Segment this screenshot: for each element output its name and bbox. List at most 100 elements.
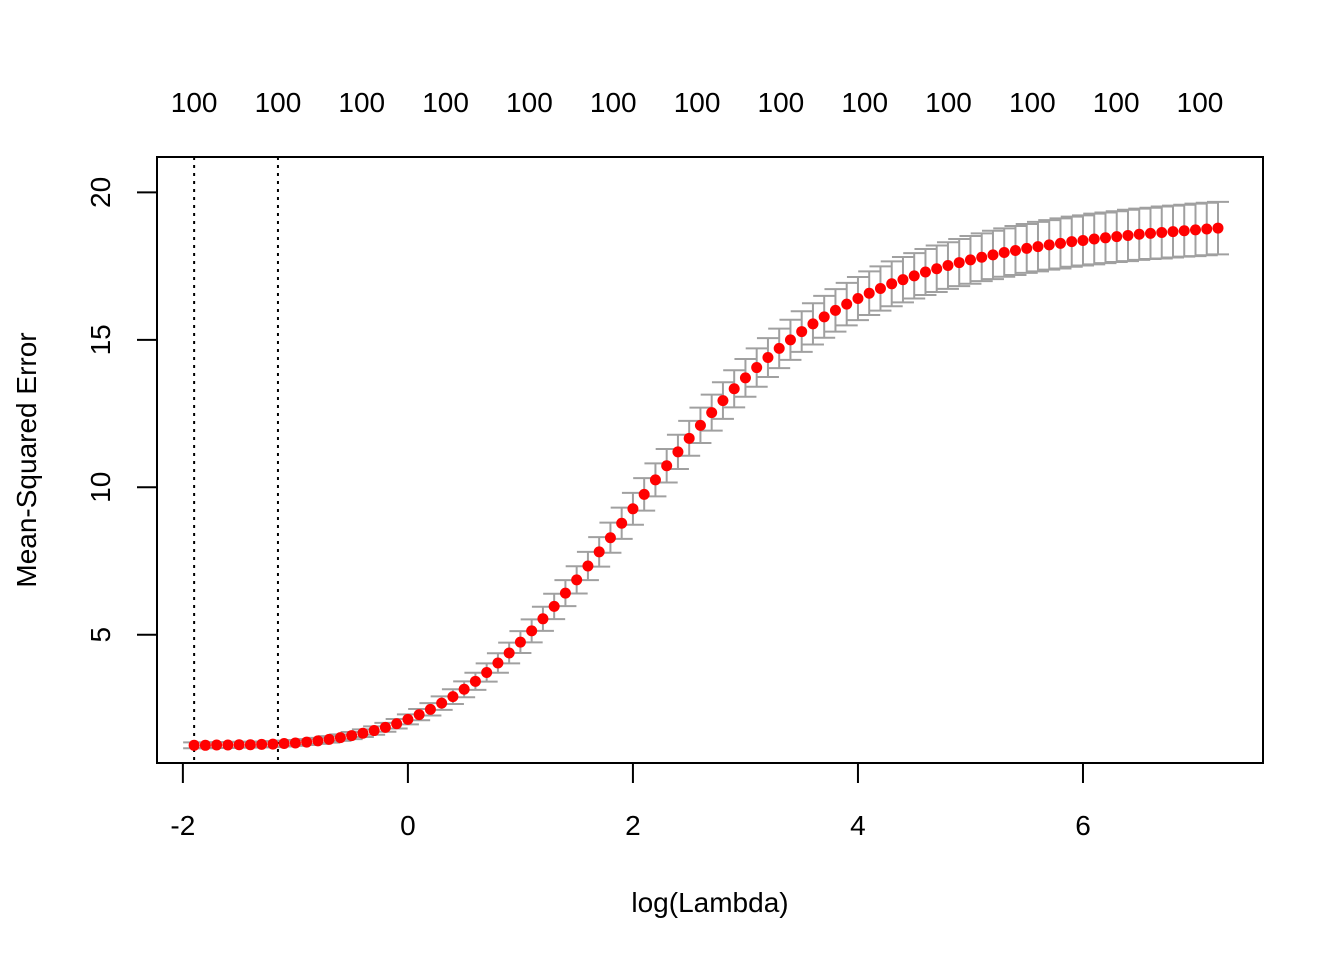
data-point bbox=[188, 739, 200, 751]
data-point bbox=[773, 342, 785, 354]
data-points bbox=[188, 222, 1224, 751]
top-axis-labels: 100 100 100 100 100 100 100 100 100 100 100 100 100 bbox=[171, 87, 1224, 118]
data-point bbox=[537, 613, 549, 625]
data-point bbox=[289, 737, 301, 749]
data-point bbox=[964, 254, 976, 266]
data-point bbox=[1099, 232, 1111, 244]
data-point bbox=[841, 298, 853, 310]
data-point bbox=[1032, 241, 1044, 253]
top-label: 100 bbox=[171, 87, 218, 118]
data-point bbox=[976, 251, 988, 263]
data-point bbox=[301, 736, 313, 748]
data-point bbox=[953, 257, 965, 269]
top-label: 100 bbox=[841, 87, 888, 118]
data-point bbox=[334, 732, 346, 744]
data-point bbox=[852, 293, 864, 305]
data-point bbox=[751, 362, 763, 374]
top-label: 100 bbox=[506, 87, 553, 118]
data-point bbox=[469, 675, 481, 687]
data-point bbox=[604, 532, 616, 544]
data-point bbox=[548, 600, 560, 612]
data-point bbox=[233, 739, 245, 751]
data-point bbox=[627, 503, 639, 515]
data-point bbox=[616, 517, 628, 529]
data-point bbox=[1167, 226, 1179, 238]
data-point bbox=[739, 372, 751, 384]
data-point bbox=[638, 488, 650, 500]
top-label: 100 bbox=[758, 87, 805, 118]
x-axis: -2 0 2 4 6 bbox=[170, 762, 1091, 841]
data-point bbox=[762, 352, 774, 364]
data-point bbox=[402, 713, 414, 725]
data-point bbox=[1189, 224, 1201, 236]
data-point bbox=[1201, 223, 1213, 235]
data-point bbox=[1009, 244, 1021, 256]
top-label: 100 bbox=[1009, 87, 1056, 118]
data-point bbox=[863, 287, 875, 299]
data-point bbox=[222, 739, 234, 751]
data-point bbox=[694, 419, 706, 431]
top-label: 100 bbox=[422, 87, 469, 118]
data-point bbox=[312, 735, 324, 747]
data-point bbox=[582, 560, 594, 572]
x-axis-title: log(Lambda) bbox=[631, 887, 788, 918]
data-point bbox=[458, 683, 470, 695]
top-label: 100 bbox=[1177, 87, 1224, 118]
data-point bbox=[706, 407, 718, 419]
data-point bbox=[942, 260, 954, 272]
data-point bbox=[559, 587, 571, 599]
data-point bbox=[886, 278, 898, 290]
data-point bbox=[211, 739, 223, 751]
data-point bbox=[391, 718, 403, 730]
y-axis-title: Mean-Squared Error bbox=[11, 332, 42, 587]
data-point bbox=[908, 270, 920, 282]
data-point bbox=[818, 311, 830, 323]
data-point bbox=[931, 263, 943, 275]
top-label: 100 bbox=[590, 87, 637, 118]
top-label: 100 bbox=[255, 87, 302, 118]
data-point bbox=[346, 730, 358, 742]
data-point bbox=[649, 474, 661, 486]
data-point bbox=[256, 738, 268, 750]
data-point bbox=[987, 249, 999, 261]
data-point bbox=[717, 395, 729, 407]
data-point bbox=[278, 738, 290, 750]
data-point bbox=[1088, 233, 1100, 245]
data-point bbox=[897, 274, 909, 286]
data-point bbox=[784, 334, 796, 346]
data-point bbox=[1133, 228, 1145, 240]
x-tick-label: 6 bbox=[1075, 810, 1091, 841]
data-point bbox=[1178, 225, 1190, 237]
data-point bbox=[1212, 222, 1224, 234]
x-tick-label: -2 bbox=[170, 810, 195, 841]
data-point bbox=[1122, 229, 1134, 241]
top-label: 100 bbox=[674, 87, 721, 118]
data-point bbox=[661, 460, 673, 472]
plot-frame bbox=[156, 156, 1264, 764]
data-point bbox=[1144, 227, 1156, 239]
data-point bbox=[199, 739, 211, 751]
y-tick-label: 5 bbox=[85, 627, 116, 643]
data-point bbox=[481, 666, 493, 678]
data-point bbox=[424, 703, 436, 715]
error-bars bbox=[183, 200, 1229, 750]
data-point bbox=[919, 266, 931, 278]
data-point bbox=[796, 326, 808, 338]
reference-lines bbox=[193, 157, 279, 763]
data-point bbox=[447, 691, 459, 703]
data-point bbox=[267, 738, 279, 750]
data-point bbox=[1054, 237, 1066, 249]
data-point bbox=[413, 709, 425, 721]
top-label: 100 bbox=[925, 87, 972, 118]
data-point bbox=[874, 283, 886, 295]
data-point bbox=[672, 446, 684, 458]
y-tick-label: 20 bbox=[85, 177, 116, 208]
data-point bbox=[1111, 231, 1123, 243]
data-point bbox=[807, 318, 819, 330]
data-point bbox=[1077, 234, 1089, 246]
data-point bbox=[526, 625, 538, 637]
data-point bbox=[728, 383, 740, 395]
data-point bbox=[436, 697, 448, 709]
data-point bbox=[998, 247, 1010, 259]
data-point bbox=[593, 546, 605, 558]
